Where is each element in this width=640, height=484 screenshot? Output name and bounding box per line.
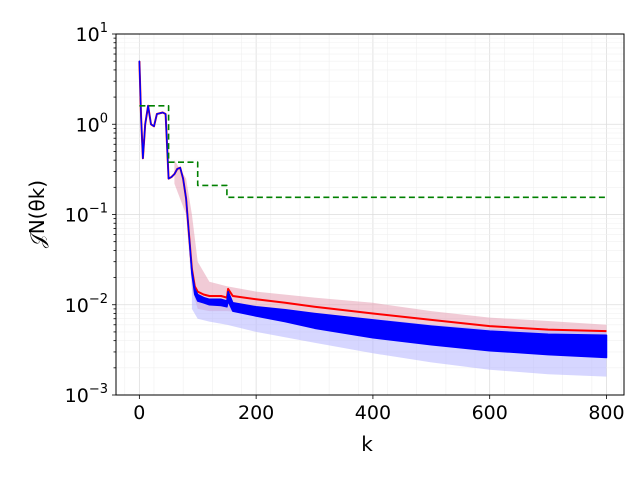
y-tick-label: 10−3 [65,382,108,407]
y-tick-label: 10−2 [65,292,108,317]
x-tick-label: 0 [133,402,145,424]
x-tick-label: 800 [588,402,624,424]
y-tick-label: 101 [76,21,108,46]
y-axis-title: 𝒥N(θk) [25,180,49,248]
x-tick-label: 600 [472,402,508,424]
y-tick-label: 10−1 [65,202,108,227]
blue-series-line [138,60,608,359]
grid [116,33,624,396]
series-lines [138,60,608,359]
green-series-line [139,105,607,199]
x-tick-label: 200 [238,402,274,424]
y-tick-label: 100 [76,111,108,136]
axis-ticks: 0 200 400 600 800 10−3 10−2 10−1 100 101 [65,21,625,424]
x-axis-title: k [361,432,373,456]
x-tick-label: 400 [355,402,391,424]
